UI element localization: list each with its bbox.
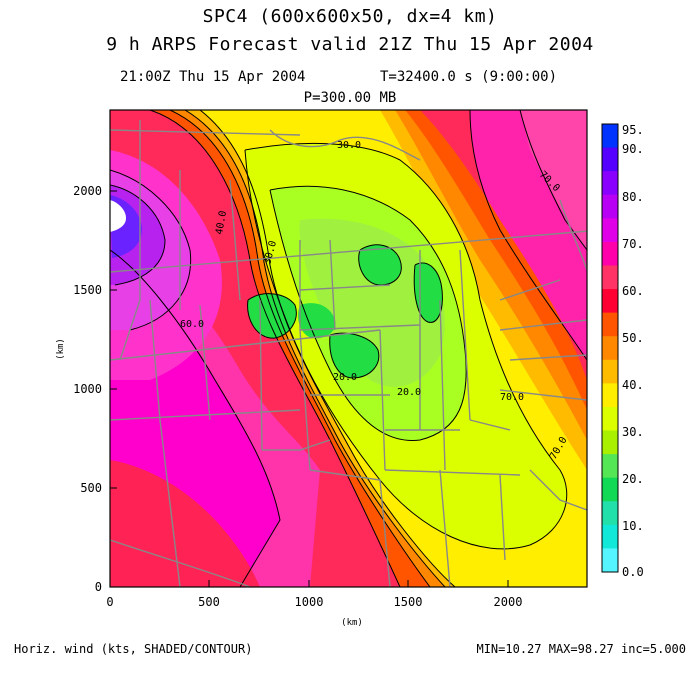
colorbar-cell	[602, 194, 618, 219]
y-axis-label: (km)	[56, 338, 66, 360]
colorbar-cell	[602, 312, 618, 337]
y-tick-label: 1500	[73, 283, 102, 297]
y-axis-ticks	[110, 190, 117, 588]
colorbar-label: 80.	[622, 190, 644, 204]
y-tick-labels: 0 500 1000 1500 2000	[73, 184, 102, 594]
colorbar-labels: 95. 90. 80. 70. 60. 50. 40. 30. 20. 10. …	[622, 123, 644, 579]
y-tick-label: 2000	[73, 184, 102, 198]
contour-label: 40.0	[214, 210, 229, 236]
contour-label: 20.0	[333, 372, 357, 383]
colorbar-cell	[602, 383, 618, 408]
colorbar-cell	[602, 171, 618, 196]
x-axis-ticks	[109, 580, 509, 587]
colorbar-cell	[602, 430, 618, 455]
x-tick-label: 1500	[394, 595, 423, 609]
state-boundaries	[110, 120, 587, 587]
y-tick-label: 0	[95, 580, 102, 594]
plot-subtitle: 9 h ARPS Forecast valid 21Z Thu 15 Apr 2…	[106, 34, 594, 55]
colorbar-label: 50.	[622, 331, 644, 345]
contour-label: 60.0	[180, 319, 204, 330]
colorbar-label: 95.	[622, 123, 644, 137]
x-tick-label: 0	[106, 595, 113, 609]
colorbar-cell	[602, 501, 618, 526]
colorbar-label: 90.	[622, 142, 644, 156]
x-tick-label: 1000	[295, 595, 324, 609]
colorbar-label: 30.	[622, 425, 644, 439]
colorbar-cell	[602, 524, 618, 549]
colorbar-cell	[602, 265, 618, 290]
colorbar-label: 0.0	[622, 565, 644, 579]
plot-title: SPC4 (600x600x50, dx=4 km)	[202, 6, 498, 27]
colorbar-label: 70.	[622, 237, 644, 251]
colorbar-cell	[602, 336, 618, 361]
field-stats: MIN=10.27 MAX=98.27 inc=5.000	[476, 642, 686, 656]
colorbar-cell	[602, 147, 618, 172]
colorbar-label: 60.	[622, 284, 644, 298]
colorbar-label: 10.	[622, 519, 644, 533]
field-description: Horiz. wind (kts, SHADED/CONTOUR)	[14, 642, 253, 656]
colorbar-label: 40.	[622, 378, 644, 392]
colorbar-cell	[602, 289, 618, 314]
x-axis-label: (km)	[341, 618, 363, 628]
colorbar	[602, 124, 618, 573]
colorbar-cell	[602, 548, 618, 573]
contour-label: 30.0	[337, 140, 361, 151]
contour-label: 70.0	[500, 392, 524, 403]
wind-speed-field	[110, 110, 587, 587]
colorbar-cell	[602, 241, 618, 266]
valid-time-label: 21:00Z Thu 15 Apr 2004	[120, 69, 306, 85]
pressure-level-label: P=300.00 MB	[303, 90, 397, 106]
colorbar-label: 20.	[622, 472, 644, 486]
colorbar-cell	[602, 477, 618, 502]
colorbar-cell	[602, 124, 618, 149]
contour-label: 20.0	[397, 387, 421, 398]
y-tick-label: 1000	[73, 382, 102, 396]
colorbar-frame	[601, 123, 619, 573]
plot-frame	[109, 109, 588, 588]
x-tick-label: 500	[198, 595, 220, 609]
colorbar-cell	[602, 454, 618, 479]
colorbar-cell	[602, 359, 618, 384]
colorbar-cell	[602, 406, 618, 432]
x-tick-label: 2000	[494, 595, 523, 609]
forecast-time-label: T=32400.0 s (9:00:00)	[380, 69, 558, 85]
y-tick-label: 500	[80, 481, 102, 495]
colorbar-cell	[602, 218, 618, 243]
x-tick-labels: 0 500 1000 1500 2000	[106, 595, 522, 609]
